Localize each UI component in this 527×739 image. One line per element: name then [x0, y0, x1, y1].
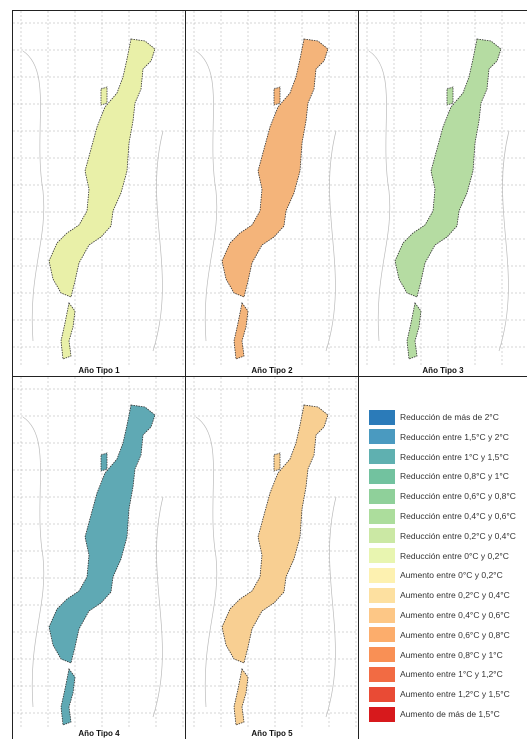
legend-item: Aumento entre 0,6°C y 0,8°C	[369, 627, 510, 643]
region	[394, 38, 502, 360]
legend-swatch	[369, 686, 395, 702]
legend-swatch	[369, 528, 395, 544]
map	[359, 11, 527, 365]
legend-item: Aumento de más de 1,5°C	[369, 706, 500, 722]
region	[221, 404, 329, 726]
legend-swatch	[369, 587, 395, 603]
legend-swatch	[369, 627, 395, 643]
legend-item: Reducción entre 0,6°C y 0,8°C	[369, 488, 516, 504]
legend-item: Aumento entre 1°C y 1,2°C	[369, 666, 503, 682]
legend-swatch	[369, 449, 395, 465]
region	[48, 38, 156, 360]
legend-item: Aumento entre 1,2°C y 1,5°C	[369, 686, 510, 702]
coastline	[195, 416, 337, 718]
legend-panel: Reducción de más de 2°C Reducción entre 1…	[358, 376, 527, 739]
legend-swatch	[369, 468, 395, 484]
legend-swatch	[369, 548, 395, 564]
legend-swatch	[369, 488, 395, 504]
legend-label: Aumento entre 1,2°C y 1,5°C	[400, 689, 510, 700]
region	[221, 38, 329, 360]
legend-swatch	[369, 706, 395, 722]
legend-item: Aumento entre 0,2°C y 0,4°C	[369, 587, 510, 603]
map-panel: Año Tipo 2	[185, 10, 359, 377]
legend-label: Aumento entre 0°C y 0,2°C	[400, 570, 503, 581]
panel-label: Año Tipo 5	[251, 729, 293, 738]
legend-label: Reducción entre 0,8°C y 1°C	[400, 471, 509, 482]
legend-swatch	[369, 666, 395, 682]
legend-swatch	[369, 508, 395, 524]
legend-swatch	[369, 607, 395, 623]
map	[186, 377, 358, 728]
panel-label: Año Tipo 4	[78, 729, 120, 738]
legend-item: Reducción entre 0°C y 0,2°C	[369, 548, 509, 564]
coastline	[22, 416, 164, 718]
legend-label: Reducción entre 1,5°C y 2°C	[400, 431, 509, 442]
legend-label: Reducción entre 0,4°C y 0,6°C	[400, 511, 516, 521]
legend-label: Reducción entre 0,6°C y 0,8°C	[400, 491, 516, 502]
map	[13, 377, 185, 728]
figure: Año Tipo 1 Año Tipo 2 Año Tipo 3 Año Tipo 4…	[12, 10, 527, 739]
legend-label: Aumento entre 0,6°C y 0,8°C	[400, 629, 510, 640]
coastline	[368, 50, 510, 352]
legend-label: Aumento entre 1°C y 1,2°C	[400, 669, 503, 680]
legend-label: Reducción de más de 2°C	[400, 412, 499, 422]
map	[13, 11, 185, 365]
legend-item: Reducción entre 0,2°C y 0,4°C	[369, 528, 516, 544]
legend-label: Reducción entre 0°C y 0,2°C	[400, 550, 509, 561]
panel-label: Año Tipo 3	[422, 366, 464, 375]
legend-label: Reducción entre 1°C y 1,5°C	[400, 451, 509, 462]
map-panel: Año Tipo 4	[12, 376, 186, 739]
map-panel: Año Tipo 5	[185, 376, 359, 739]
panel-label: Año Tipo 1	[78, 366, 120, 375]
legend-swatch	[369, 567, 395, 583]
legend-swatch	[369, 429, 395, 445]
legend-label: Aumento entre 0,4°C y 0,6°C	[400, 610, 510, 620]
legend-item: Reducción entre 0,4°C y 0,6°C	[369, 508, 516, 524]
map	[186, 11, 358, 365]
legend-item: Reducción entre 1°C y 1,5°C	[369, 449, 509, 465]
legend-swatch	[369, 647, 395, 663]
coastline	[22, 50, 164, 352]
legend-item: Reducción entre 1,5°C y 2°C	[369, 429, 509, 445]
legend-item: Reducción de más de 2°C	[369, 409, 499, 425]
legend-label: Reducción entre 0,2°C y 0,4°C	[400, 530, 516, 541]
map-panel: Año Tipo 1	[12, 10, 186, 377]
coastline	[195, 50, 337, 352]
legend-item: Aumento entre 0,4°C y 0,6°C	[369, 607, 510, 623]
panel-label: Año Tipo 2	[251, 366, 293, 375]
legend-swatch	[369, 409, 395, 425]
region	[48, 404, 156, 726]
legend-item: Aumento entre 0,8°C y 1°C	[369, 647, 503, 663]
legend-item: Reducción entre 0,8°C y 1°C	[369, 468, 509, 484]
legend-label: Aumento entre 0,8°C y 1°C	[400, 649, 503, 660]
legend-item: Aumento entre 0°C y 0,2°C	[369, 567, 503, 583]
legend-label: Aumento entre 0,2°C y 0,4°C	[400, 590, 510, 601]
map-panel: Año Tipo 3	[358, 10, 527, 377]
legend-label: Aumento de más de 1,5°C	[400, 709, 500, 719]
